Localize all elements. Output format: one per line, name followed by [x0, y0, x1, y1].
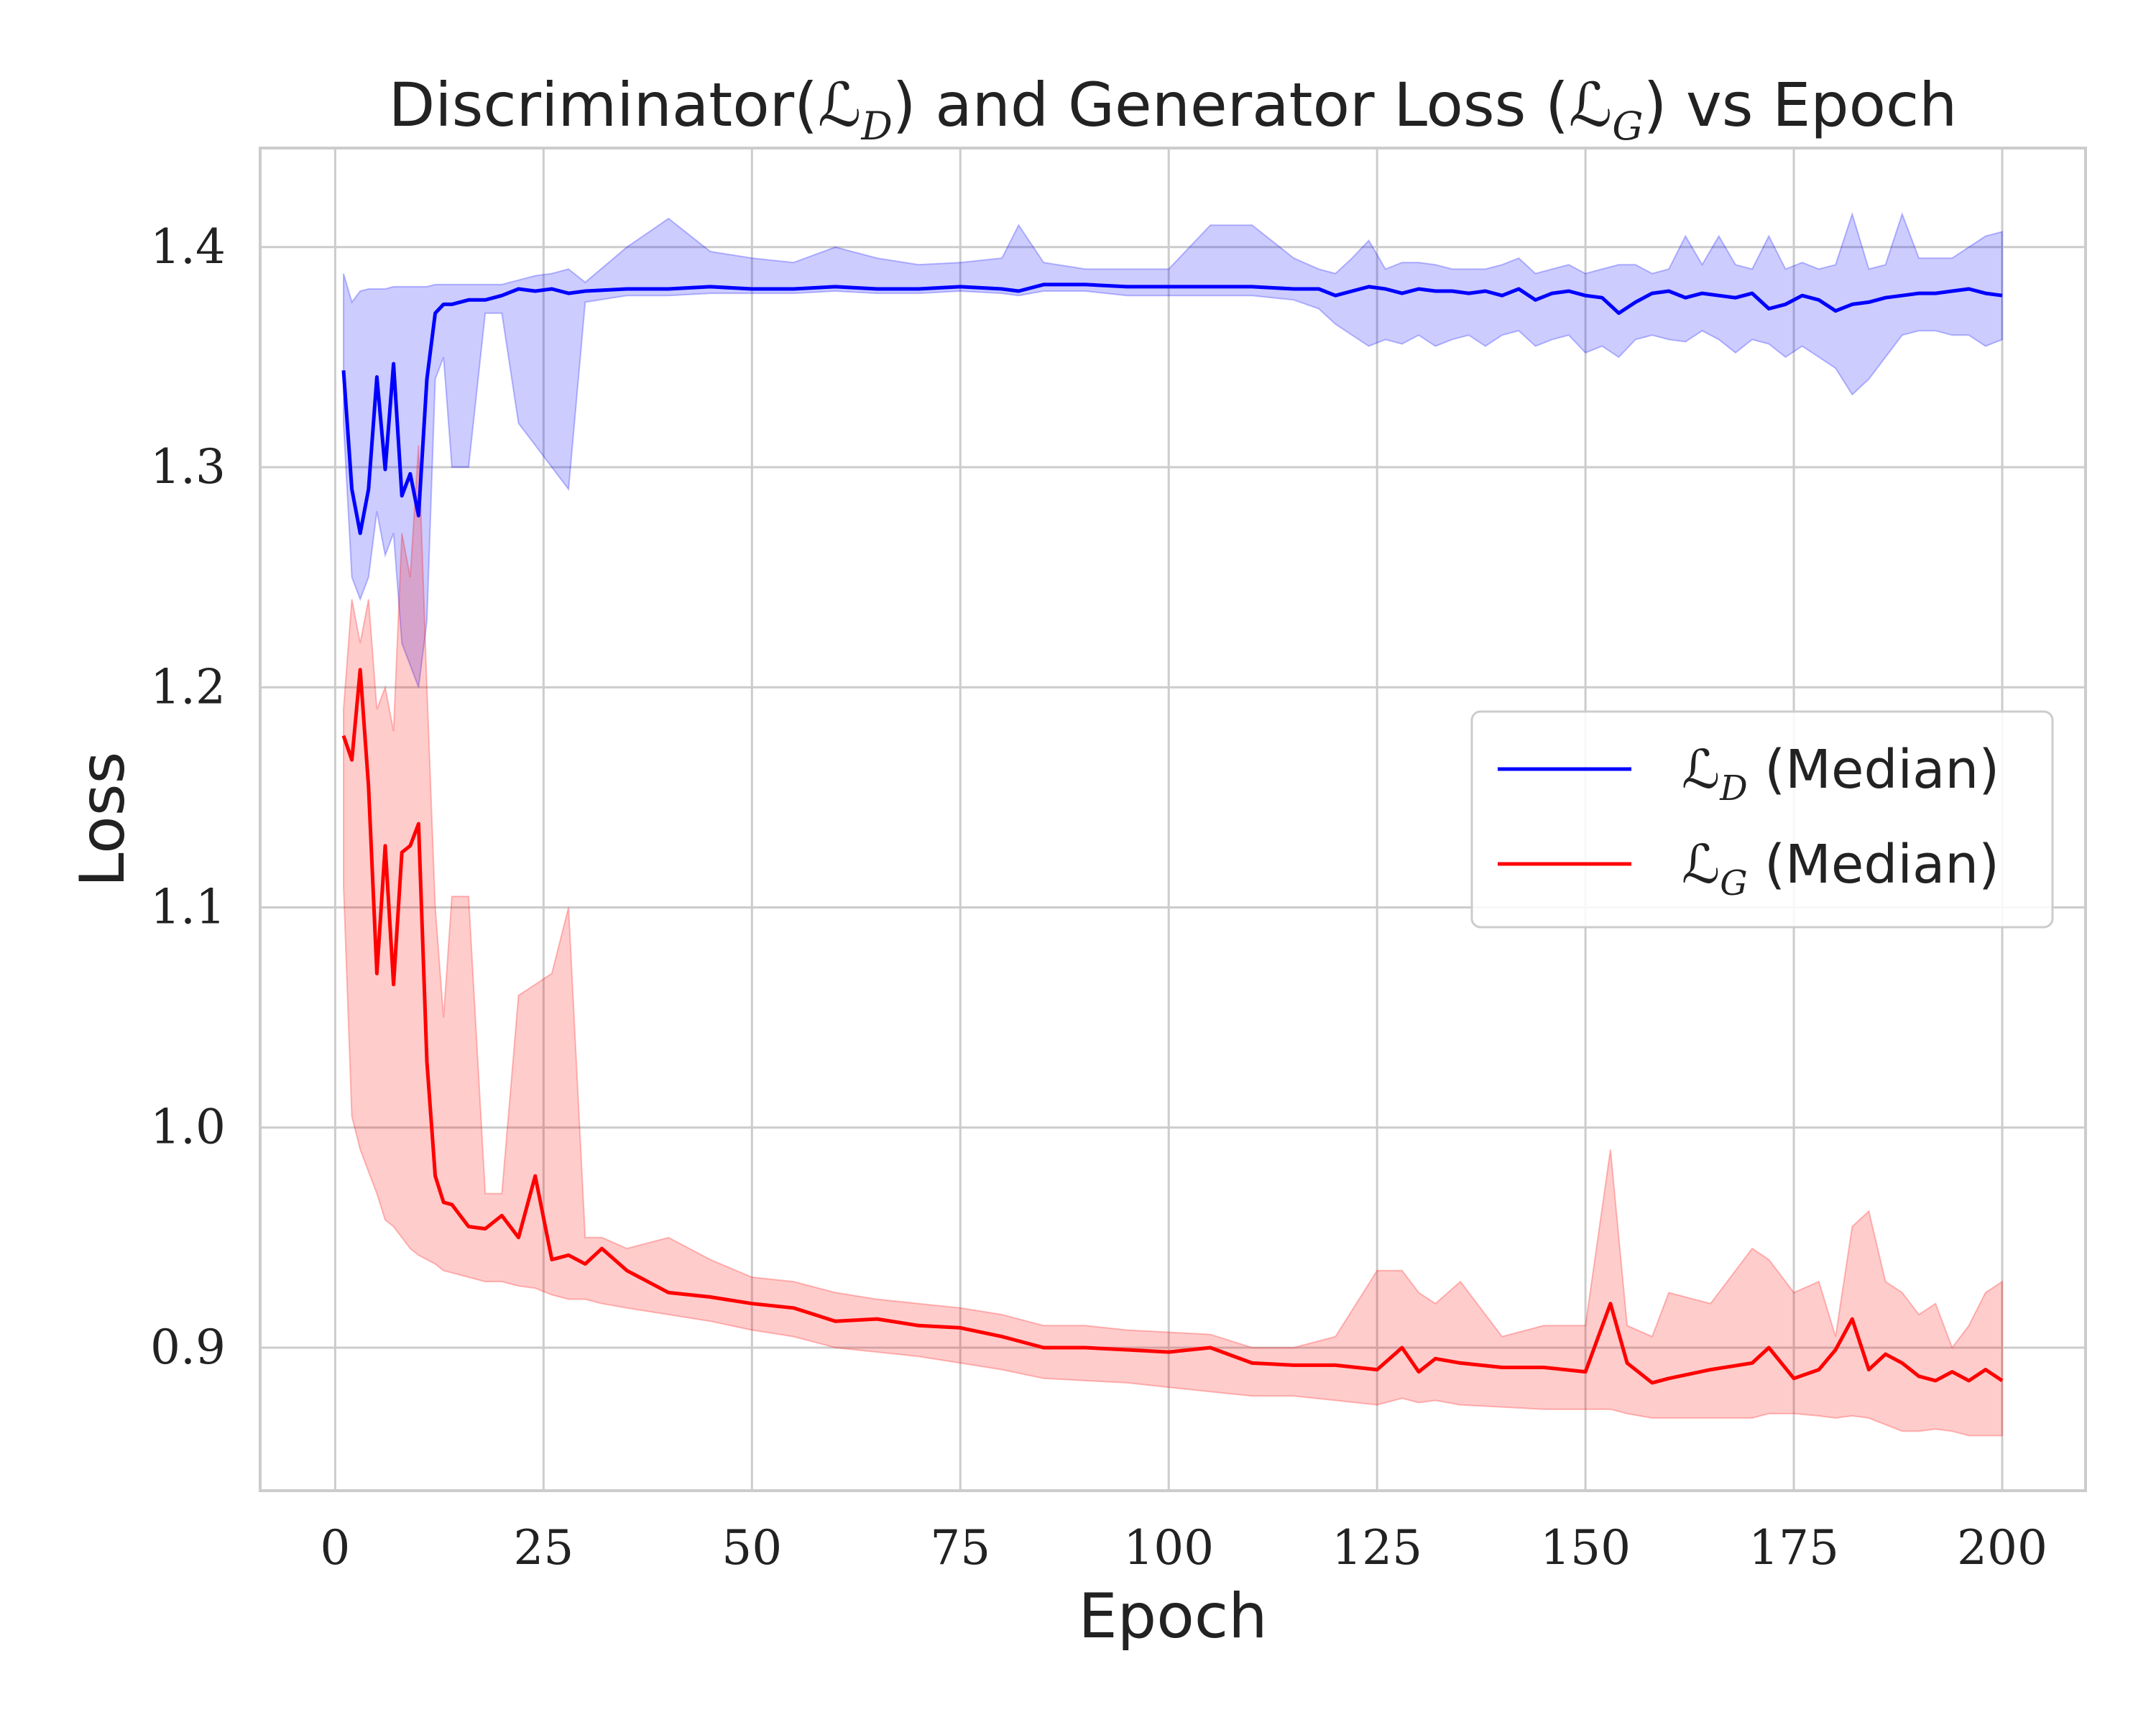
legend-label-2: ℒG (Median)	[1682, 834, 1999, 903]
series-lines	[341, 282, 2004, 1385]
x-tick-label: 150	[1540, 1520, 1631, 1576]
y-axis-ticks: 0.9 1.0 1.1 1.2 1.3 1.4	[150, 219, 226, 1375]
y-tick-label: 1.1	[150, 879, 226, 934]
x-tick-label: 75	[930, 1520, 990, 1576]
x-tick-label: 50	[722, 1520, 782, 1576]
y-tick-label: 1.2	[150, 659, 226, 714]
plot-frame	[259, 147, 2087, 1492]
x-tick-label: 25	[513, 1520, 573, 1576]
x-tick-label: 200	[1957, 1520, 2047, 1576]
legend-label-1: ℒD (Median)	[1682, 739, 1999, 809]
legend-box	[1470, 710, 2054, 929]
grid	[260, 148, 2086, 1491]
y-tick-label: 1.4	[150, 219, 226, 275]
x-axis-ticks: 0 25 50 75 100 125 150 175 200	[320, 1520, 2047, 1576]
y-axis-label: Loss	[67, 752, 139, 888]
bands	[343, 211, 2003, 1437]
series-band-1	[343, 211, 2003, 688]
series-line-2	[341, 668, 2004, 1385]
chart-title-text: Discriminator(ℒD) and Generator Loss (ℒG…	[389, 70, 1958, 149]
x-tick-label: 100	[1123, 1520, 1214, 1576]
x-axis-label: Epoch	[1078, 1581, 1267, 1652]
x-tick-label: 125	[1332, 1520, 1422, 1576]
y-tick-label: 1.3	[150, 439, 226, 494]
y-tick-label: 0.9	[150, 1320, 226, 1375]
x-tick-label: 175	[1749, 1520, 1839, 1576]
series-line-1	[341, 282, 2003, 535]
legend: ℒD (Median) ℒG (Median)	[1470, 710, 2054, 929]
y-tick-label: 1.0	[150, 1100, 226, 1155]
chart-title: Discriminator(ℒD) and Generator Loss (ℒG…	[389, 70, 1958, 149]
series-band-2	[343, 445, 2003, 1437]
x-tick-label: 0	[320, 1520, 350, 1576]
